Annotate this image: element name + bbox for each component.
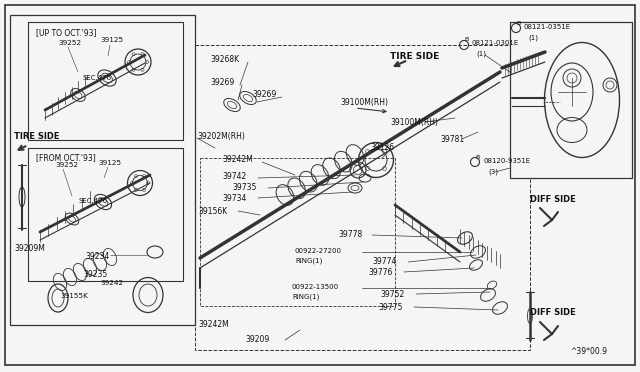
Text: 39734: 39734 — [222, 194, 246, 203]
Text: B: B — [465, 36, 469, 42]
Text: B: B — [517, 20, 521, 26]
Text: 39776: 39776 — [368, 268, 392, 277]
Text: (1): (1) — [476, 50, 486, 57]
Polygon shape — [510, 22, 632, 178]
Text: 39235: 39235 — [83, 270, 108, 279]
Text: 39100M(RH): 39100M(RH) — [340, 98, 388, 107]
Text: 39735: 39735 — [232, 183, 257, 192]
Bar — [195, 45, 530, 350]
Text: 39774: 39774 — [372, 257, 396, 266]
Bar — [28, 148, 183, 281]
Text: 39209M: 39209M — [14, 244, 45, 253]
Text: [FROM OCT.'93]: [FROM OCT.'93] — [36, 153, 96, 162]
Text: (1): (1) — [528, 34, 538, 41]
Text: 39242M: 39242M — [198, 320, 228, 329]
Text: 08121-0351E: 08121-0351E — [524, 24, 571, 30]
Text: TIRE SIDE: TIRE SIDE — [390, 52, 439, 61]
Text: 39775: 39775 — [378, 303, 403, 312]
Text: 39126: 39126 — [370, 143, 394, 152]
Text: 39242: 39242 — [100, 280, 123, 286]
Text: B: B — [476, 154, 480, 160]
Text: 39202M(RH): 39202M(RH) — [197, 132, 245, 141]
Text: 39252: 39252 — [58, 40, 81, 46]
Bar — [28, 22, 183, 140]
Text: RING(1): RING(1) — [292, 294, 319, 301]
Text: ^39*00.9: ^39*00.9 — [570, 347, 607, 356]
Text: DIFF SIDE: DIFF SIDE — [530, 195, 576, 204]
Text: 00922-13500: 00922-13500 — [292, 284, 339, 290]
Text: 39209: 39209 — [245, 335, 269, 344]
Text: 08120-9351E: 08120-9351E — [484, 158, 531, 164]
Text: 08121-0301E: 08121-0301E — [472, 40, 519, 46]
Text: 39252: 39252 — [55, 162, 78, 168]
Text: 39269: 39269 — [252, 90, 276, 99]
Bar — [10, 15, 195, 325]
Text: 39778: 39778 — [338, 230, 362, 239]
Text: 39268K: 39268K — [210, 55, 239, 64]
Text: [UP TO OCT.'93]: [UP TO OCT.'93] — [36, 28, 97, 37]
Ellipse shape — [551, 63, 593, 121]
Text: 39242M: 39242M — [222, 155, 253, 164]
Text: DIFF SIDE: DIFF SIDE — [530, 308, 576, 317]
Text: 39125: 39125 — [98, 160, 121, 166]
Text: 39155K: 39155K — [60, 293, 88, 299]
Text: 39156K: 39156K — [198, 207, 227, 216]
Text: 00922-27200: 00922-27200 — [295, 248, 342, 254]
Text: 39752: 39752 — [380, 290, 404, 299]
Text: 39742: 39742 — [222, 172, 246, 181]
Text: 39100M(RH): 39100M(RH) — [390, 118, 438, 127]
Text: SEC.476: SEC.476 — [82, 75, 111, 81]
Bar — [200, 158, 395, 306]
Text: 39269: 39269 — [210, 78, 234, 87]
Text: 39781: 39781 — [440, 135, 464, 144]
Text: RING(1): RING(1) — [295, 258, 323, 264]
Text: SEC.476: SEC.476 — [78, 198, 107, 204]
Ellipse shape — [545, 42, 620, 157]
Text: 39234: 39234 — [85, 252, 109, 261]
Text: TIRE SIDE: TIRE SIDE — [14, 132, 60, 141]
Text: (3): (3) — [488, 168, 498, 174]
Text: 39125: 39125 — [100, 37, 123, 43]
